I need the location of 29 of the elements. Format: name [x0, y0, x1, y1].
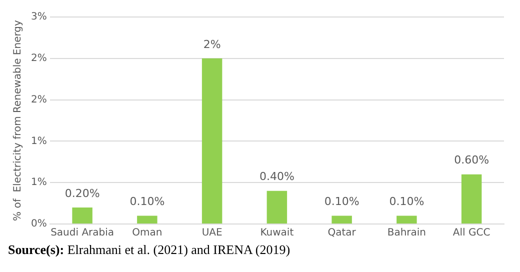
data-label: 2%: [203, 38, 221, 51]
x-tick-label: Bahrain: [387, 228, 426, 239]
x-tick-label: Kuwait: [260, 228, 294, 239]
bar: [461, 174, 482, 224]
bar: [396, 216, 417, 224]
y-tick-label: 0%: [30, 218, 47, 230]
bar: [332, 216, 352, 224]
data-label: 0.60%: [454, 154, 490, 167]
x-tick-label: All GCC: [452, 228, 490, 239]
data-label: 0.10%: [324, 195, 360, 208]
source-note: Source(s): Elrahmani et al. (2021) and IRENA (2019): [8, 242, 290, 257]
y-axis-title: % of Electricity from Renewable Energy: [12, 20, 24, 221]
bar: [72, 207, 92, 224]
data-label: 0.40%: [259, 170, 294, 184]
bar: [266, 190, 288, 224]
y-tick-label: 1%: [30, 177, 47, 188]
data-label: 0.20%: [64, 186, 100, 200]
y-tick-label: 1%: [30, 136, 47, 147]
bar: [202, 58, 222, 224]
y-tick-label: 2%: [30, 52, 47, 64]
x-tick-label: Oman: [132, 228, 162, 239]
data-label: 0.10%: [130, 195, 165, 208]
y-tick-label: 3%: [30, 12, 47, 23]
y-tick-label: 2%: [30, 94, 47, 106]
x-tick-label: Qatar: [328, 228, 357, 239]
x-tick-label: UAE: [202, 228, 222, 239]
data-label: 0.10%: [389, 195, 424, 208]
x-tick-label: Saudi Arabia: [50, 228, 114, 239]
bar: [137, 216, 158, 224]
